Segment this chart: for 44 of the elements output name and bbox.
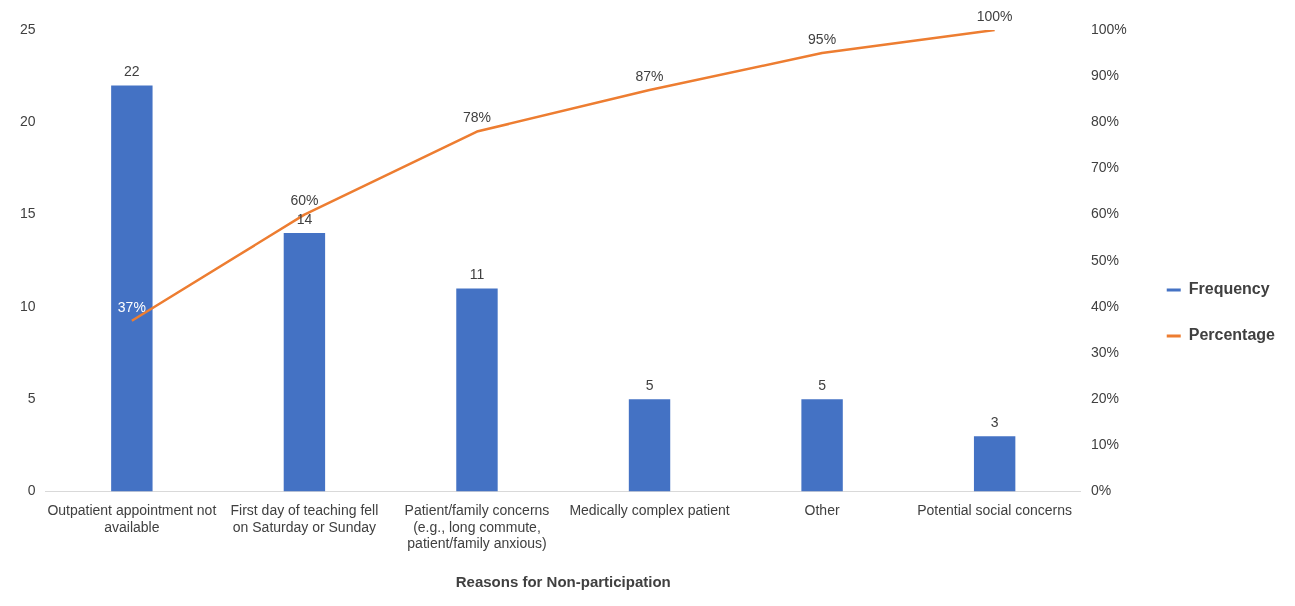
y2-tick-label: 60% [1090,205,1119,222]
data-label: 78% [462,109,491,126]
bar [801,399,843,492]
x-tick-label: First day of teaching fell on Saturday or Sunday [230,501,379,535]
data-label: 22 [124,63,140,80]
y2-tick-label: 40% [1090,297,1119,314]
x-axis-title: Reasons for Non-participation [455,573,671,591]
data-label: 3 [990,414,999,431]
bar [283,233,326,492]
data-label: 60% [290,192,319,209]
y2-tick-label: 90% [1090,67,1119,84]
x-tick-label: Outpatient appointment not available [47,501,217,535]
data-label: 95% [808,30,837,47]
data-label: 37% [117,298,146,315]
data-label: 5 [645,377,654,394]
y2-tick-label: 50% [1090,251,1119,268]
bar [973,436,1016,492]
y2-tick-label: 30% [1090,343,1119,360]
bar [456,288,498,492]
data-label: 87% [635,67,664,84]
y-tick-label: 0 [27,482,36,499]
data-label: 100% [976,7,1013,24]
y-tick-label: 25 [19,20,36,37]
y-tick-label: 15 [19,205,36,222]
x-tick-label: Potential social concerns [917,501,1073,518]
y-tick-label: 20 [19,113,36,130]
x-tick-label: Patient/family concerns (e.g., long commute, patient/family anxious) [404,501,550,552]
y-tick-label: 10 [19,297,36,314]
data-label: 14 [296,210,313,227]
y2-tick-label: 20% [1090,390,1119,407]
bar [111,85,153,492]
legend-label: Percentage [1188,326,1276,344]
y2-tick-label: 100% [1090,20,1127,37]
y2-tick-label: 0% [1090,482,1112,499]
bar [628,399,671,492]
y-tick-label: 5 [27,390,36,407]
legend-label: Frequency [1188,280,1270,298]
data-label: 5 [818,377,827,394]
y2-tick-label: 70% [1090,159,1119,176]
data-label: 11 [469,266,485,283]
y2-tick-label: 10% [1090,436,1119,453]
y2-tick-label: 80% [1090,113,1119,130]
x-tick-label: Medically complex patient [569,501,730,518]
x-tick-label: Other [804,501,840,518]
